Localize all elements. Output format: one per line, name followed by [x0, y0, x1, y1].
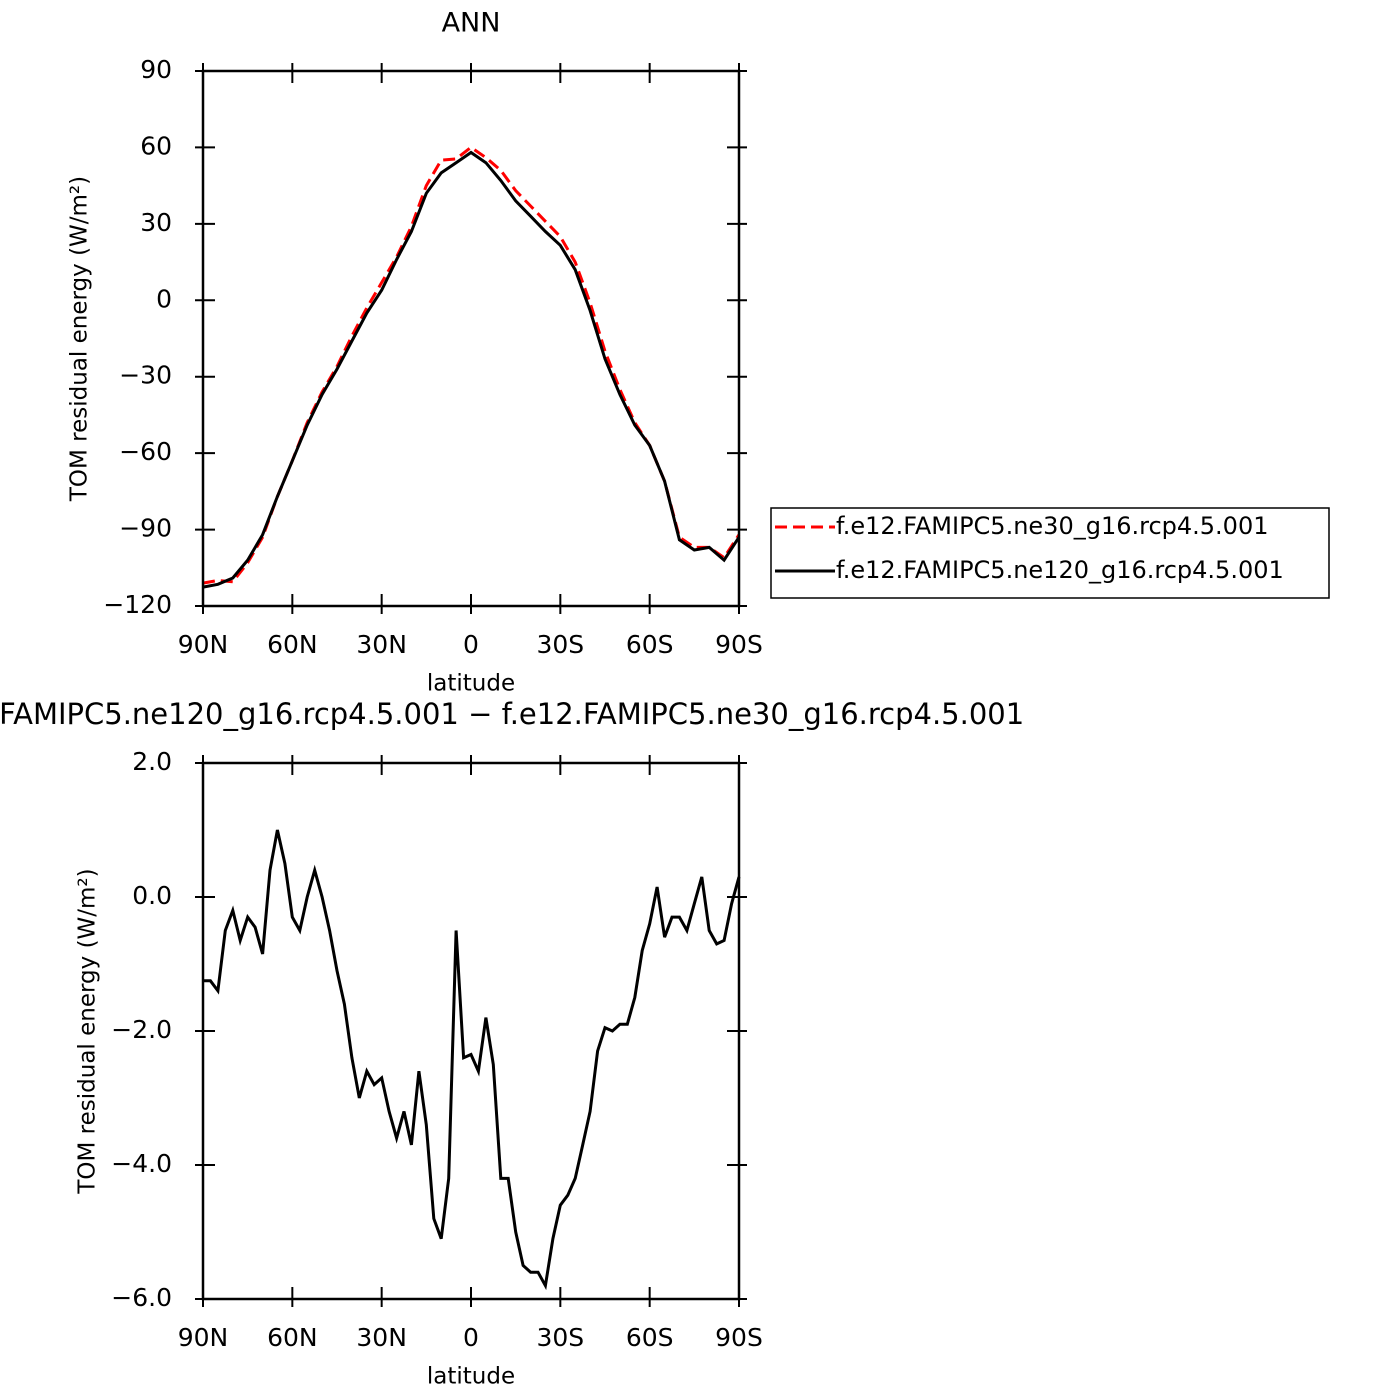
- plot-frame: [201, 761, 741, 1301]
- x-tick-label: 60N: [267, 630, 318, 659]
- legend-label: f.e12.FAMIPC5.ne30_g16.rcp4.5.001: [836, 512, 1269, 540]
- y-tick-label: −2.0: [111, 1015, 172, 1044]
- x-tick-label: 30N: [356, 630, 407, 659]
- y-tick-label: 60: [140, 131, 172, 160]
- y-tick-label: 0.0: [132, 881, 172, 910]
- legend-label: f.e12.FAMIPC5.ne120_g16.rcp4.5.001: [836, 556, 1284, 584]
- x-tick-label: 30S: [536, 630, 584, 659]
- y-axis-label: TOM residual energy (W/m²): [75, 868, 101, 1194]
- x-tick-label: 60S: [626, 630, 674, 659]
- x-axis-label: latitude: [427, 671, 515, 697]
- data-line: [203, 829, 741, 1291]
- x-tick-label: 60N: [267, 1323, 318, 1352]
- data-line: [202, 150, 741, 589]
- y-tick-label: 2.0: [132, 747, 172, 776]
- x-tick-label: 90N: [178, 630, 229, 659]
- data-line: [202, 145, 741, 585]
- y-axis-label: TOM residual energy (W/m²): [67, 176, 93, 502]
- y-tick-label: −120: [103, 590, 172, 619]
- chart-title: f.e12.FAMIPC5.ne120_g16.rcp4.5.001 − f.e…: [0, 697, 1024, 731]
- x-tick-label: 90S: [715, 630, 763, 659]
- legend-box: [770, 507, 1330, 599]
- y-tick-label: −60: [119, 437, 172, 466]
- y-tick-label: −30: [119, 361, 172, 390]
- x-tick-label: 0: [463, 1323, 479, 1352]
- y-tick-label: −90: [119, 514, 172, 543]
- chart-title: ANN: [442, 8, 501, 39]
- y-tick-label: 30: [140, 208, 172, 237]
- y-tick-label: −4.0: [111, 1149, 172, 1178]
- y-tick-label: 0: [156, 284, 172, 313]
- x-axis-label: latitude: [427, 1364, 515, 1390]
- x-tick-label: 0: [463, 630, 479, 659]
- x-tick-label: 60S: [626, 1323, 674, 1352]
- x-tick-label: 90S: [715, 1323, 763, 1352]
- x-tick-label: 30S: [536, 1323, 584, 1352]
- y-tick-label: 90: [140, 55, 172, 84]
- x-tick-label: 90N: [178, 1323, 229, 1352]
- plot-frame: [201, 69, 741, 608]
- x-tick-label: 30N: [356, 1323, 407, 1352]
- y-tick-label: −6.0: [111, 1283, 172, 1312]
